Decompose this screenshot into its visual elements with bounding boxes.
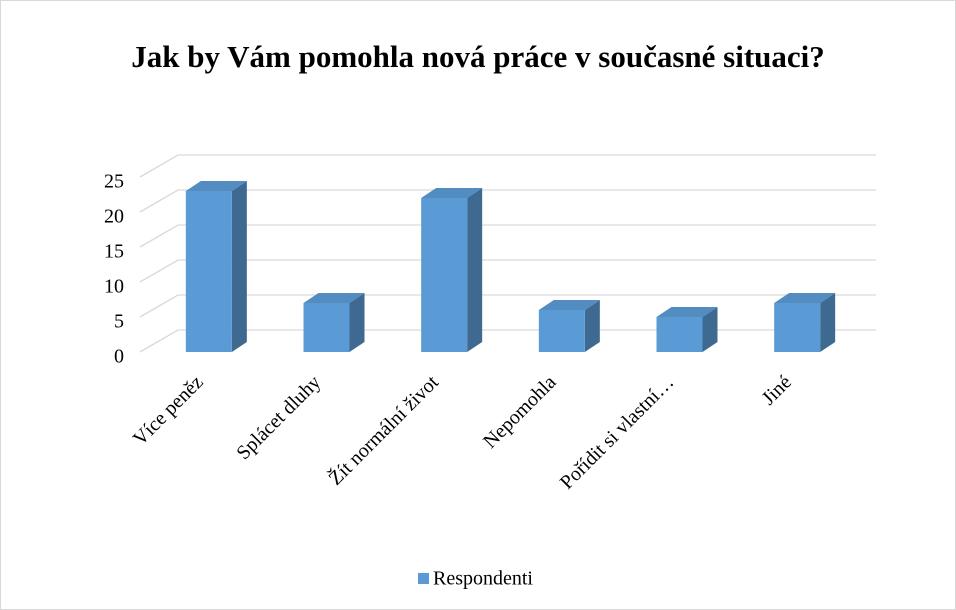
- bar: [303, 293, 365, 352]
- bar-front: [538, 310, 585, 352]
- bar: [656, 307, 718, 352]
- bar-top: [303, 293, 365, 303]
- y-tick-label: 5: [114, 311, 124, 333]
- grid-line: [139, 329, 876, 353]
- grid-line: [139, 189, 876, 213]
- chart-title: Jak by Vám pomohla nová práce v současné…: [131, 39, 825, 74]
- bar-top: [656, 307, 718, 317]
- bar-top: [538, 300, 600, 310]
- bar: [538, 300, 600, 352]
- grid-line: [139, 154, 876, 178]
- bar-side: [584, 300, 600, 352]
- y-tick-label: 20: [104, 206, 124, 228]
- bar-side: [820, 293, 836, 352]
- y-tick-label: 0: [114, 346, 124, 368]
- bar-front: [774, 303, 821, 352]
- bar-front: [303, 303, 350, 352]
- bar-top: [185, 181, 247, 191]
- grid-line: [139, 224, 876, 248]
- legend-label: Respondenti: [433, 568, 533, 590]
- grid-line: [139, 294, 876, 318]
- y-tick-label: 25: [104, 171, 124, 193]
- y-tick-label: 10: [104, 276, 124, 298]
- bar-side: [467, 188, 483, 352]
- bar-side: [231, 181, 247, 352]
- bar-top: [421, 188, 483, 198]
- bar-side: [349, 293, 365, 352]
- bar-front: [656, 317, 703, 352]
- bar-top: [774, 293, 836, 303]
- bar: [774, 293, 836, 352]
- bar: [421, 188, 483, 352]
- grid-line: [139, 259, 876, 283]
- bar: [185, 181, 247, 352]
- bar-side: [702, 307, 718, 352]
- bar-front: [185, 191, 232, 352]
- y-tick-label: 15: [104, 241, 124, 263]
- bar-front: [421, 198, 468, 352]
- legend-swatch: [418, 573, 429, 584]
